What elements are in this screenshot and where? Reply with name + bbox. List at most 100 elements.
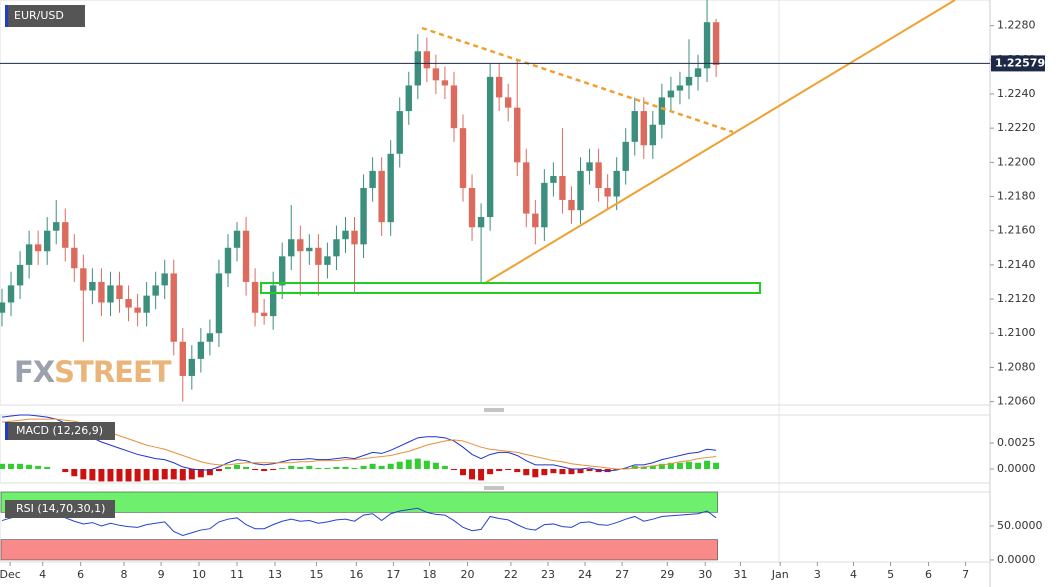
x-tick-label: 5 [887, 568, 894, 581]
candle-body [387, 153, 394, 223]
candle-body [152, 285, 159, 296]
candle-body [0, 302, 6, 313]
histogram-bar [71, 468, 78, 477]
candle-body [25, 244, 33, 265]
y-tick-label: 1.2100 [997, 326, 1036, 339]
histogram-bar [496, 468, 503, 472]
candle-body [43, 230, 51, 252]
x-tick-label: Dec [0, 568, 21, 581]
rsi-title: RSI (14,70,30,1) [16, 502, 105, 515]
candle-body [34, 244, 42, 252]
histogram-bar [640, 466, 647, 469]
candle-body [269, 285, 277, 317]
candle-body [116, 285, 123, 300]
rsi-zone [0, 491, 718, 513]
support-zone [260, 282, 761, 294]
histogram-bar [234, 464, 241, 469]
candle-body [107, 285, 114, 303]
candle-body [369, 170, 376, 188]
histogram-bar [631, 465, 638, 469]
histogram-bar [342, 466, 349, 469]
histogram-bar [667, 462, 674, 469]
histogram-bar [514, 468, 521, 473]
x-tick-label: 22 [504, 568, 518, 581]
x-tick-label: 7 [962, 568, 969, 581]
histogram-bar [469, 468, 476, 480]
candle-body [98, 281, 105, 303]
histogram-bar [423, 460, 430, 469]
x-tick-label: 9 [158, 568, 165, 581]
logo-prefix: FX [14, 355, 55, 389]
histogram-bar [505, 468, 512, 471]
histogram-bar [206, 468, 213, 476]
candle-body [667, 90, 675, 98]
x-tick-label: 16 [349, 568, 363, 581]
histogram-bar [649, 465, 656, 469]
histogram-bar [306, 465, 313, 469]
y-tick-label: 1.2120 [997, 292, 1036, 305]
x-tick-label: 30 [698, 568, 712, 581]
candle-body [134, 307, 141, 313]
histogram-bar [125, 468, 132, 482]
histogram-bar [279, 467, 286, 469]
candle-body [523, 162, 530, 214]
x-tick-label: 20 [461, 568, 475, 581]
candle-body [568, 199, 575, 211]
y-tick-label: 0.0000 [997, 462, 1036, 475]
candle-body [342, 230, 349, 240]
histogram-bar [387, 463, 394, 469]
x-tick-label: 10 [192, 568, 206, 581]
histogram-bar [685, 461, 692, 469]
y-tick-label: 1.2220 [997, 121, 1036, 134]
histogram-bar [568, 468, 575, 475]
histogram-bar [17, 463, 24, 469]
macd-title: MACD (12,26,9) [16, 424, 103, 437]
histogram-bar [441, 465, 448, 469]
candle-body [288, 239, 295, 257]
candle-body [405, 85, 412, 112]
y-tick-label: 50.0000 [997, 519, 1043, 532]
candle-body [432, 68, 440, 81]
candle-body [550, 176, 557, 183]
histogram-bar [179, 468, 186, 481]
histogram-bar [26, 464, 33, 469]
logo: FXSTREET [14, 355, 172, 389]
histogram-bar [414, 458, 421, 469]
histogram-bar [243, 466, 250, 469]
histogram-bar [586, 468, 593, 472]
title-accent [5, 5, 8, 27]
histogram-bar [188, 468, 195, 480]
candle-body [441, 80, 449, 86]
x-tick-label: 29 [660, 568, 674, 581]
candle-body [16, 264, 24, 286]
indicator-line [1, 418, 717, 470]
histogram-bar [161, 468, 168, 480]
candle-body [80, 268, 87, 291]
x-tick-label: 3 [814, 568, 821, 581]
histogram-bar [116, 468, 123, 482]
histogram-bar [224, 466, 231, 469]
histogram-bar [405, 459, 412, 469]
y-tick-label: 0.0000 [997, 553, 1036, 566]
candle-body [143, 295, 150, 313]
histogram-bar [62, 468, 69, 473]
x-tick-label: Jan [771, 568, 789, 581]
x-tick-label: 6 [77, 568, 84, 581]
candle-body [179, 341, 186, 376]
chart-title: EUR/USD [14, 9, 64, 22]
histogram-bar [324, 467, 331, 469]
candle-body [423, 51, 431, 69]
candle-body [170, 273, 177, 342]
candle-body [324, 256, 331, 265]
x-tick-label: 27 [615, 568, 629, 581]
histogram-bar [559, 468, 566, 475]
histogram-bar [460, 468, 467, 476]
candle-body [315, 247, 322, 265]
x-tick-label: 18 [423, 568, 437, 581]
candle-body [360, 187, 367, 245]
annotations [260, 0, 956, 294]
x-tick-label: 6 [925, 568, 932, 581]
histogram-bar [622, 467, 629, 469]
histogram-bar [676, 462, 683, 469]
